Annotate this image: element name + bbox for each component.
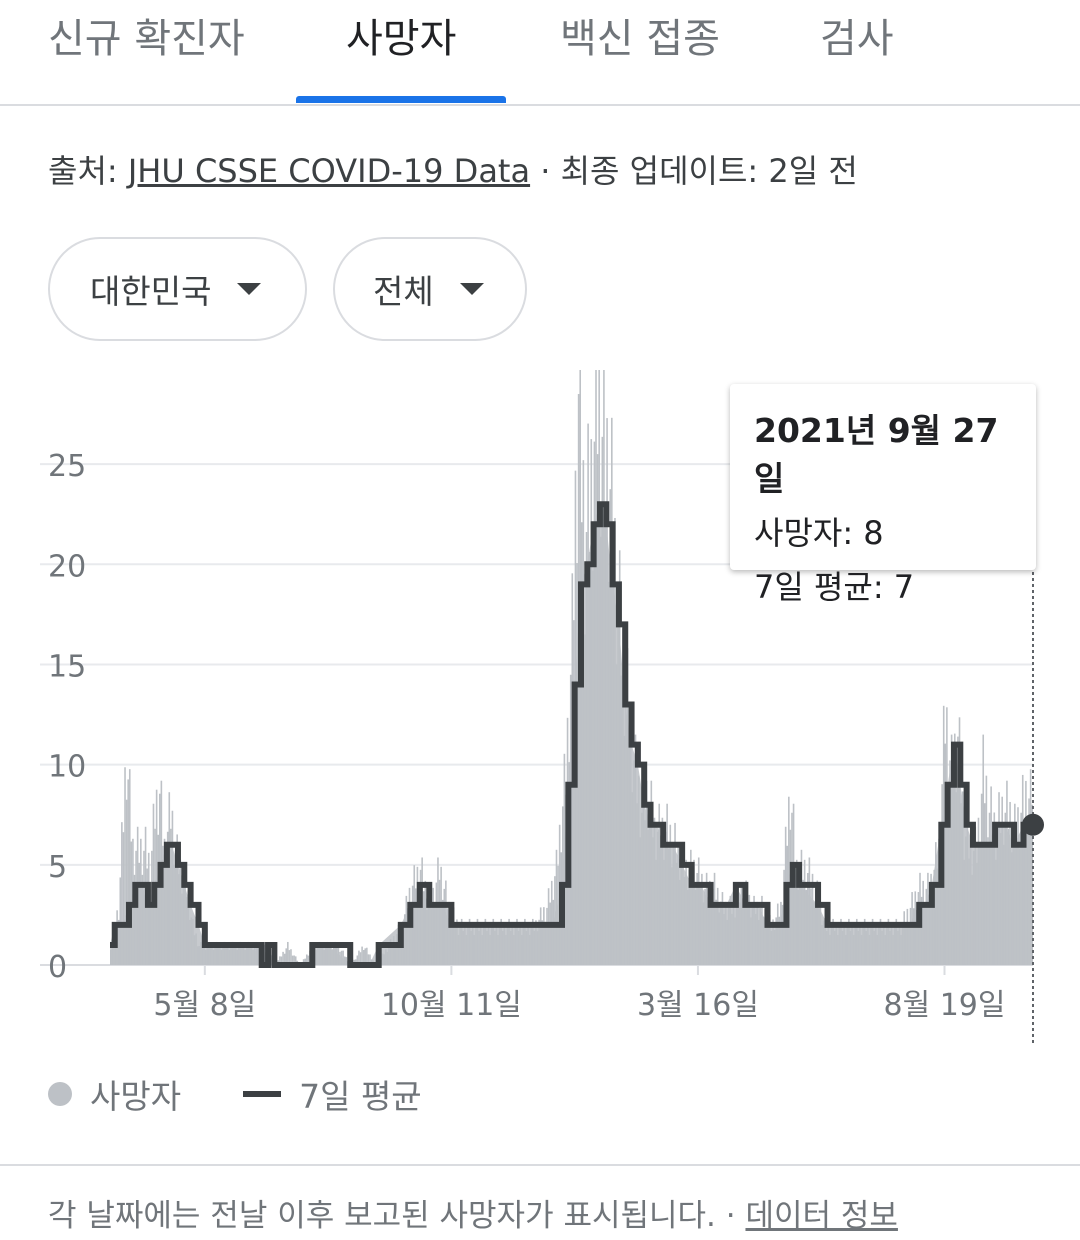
active-tab-indicator (296, 96, 506, 103)
footer-note: 각 날짜에는 전날 이후 보고된 사망자가 표시됩니다. · 데이터 정보 (48, 1190, 898, 1235)
hover-marker (1022, 813, 1044, 836)
x-tick-label: 10월 11일 (381, 988, 522, 1023)
chevron-down-icon (459, 283, 484, 295)
deaths-chart[interactable]: 0 5 10 15 20 25 5월 8일 10월 11일 3월 16일 8월 19일 (0, 370, 1080, 1060)
source-line: 출처: JHU CSSE COVID-19 Data · 최종 업데이트: 2일… (48, 146, 858, 192)
bar (366, 947, 368, 965)
bar (280, 956, 283, 965)
bar (555, 849, 558, 965)
bar (307, 955, 310, 965)
average-line (110, 501, 1033, 968)
tab-new-cases[interactable]: 신규 확진자 (48, 16, 245, 62)
bar (119, 877, 122, 965)
bar (369, 954, 371, 965)
tooltip-date: 2021년 9월 27일 (754, 411, 999, 498)
legend-deaths-label: 사망자 (90, 1077, 182, 1116)
bar (362, 949, 365, 965)
bar (290, 949, 292, 965)
bar (294, 956, 297, 965)
tab-vaccinations[interactable]: 백신 접종 (560, 16, 720, 62)
footer-text: 각 날짜에는 전날 이후 보고된 사망자가 표시됩니다. · (48, 1198, 746, 1234)
data-info-link[interactable]: 데이터 정보 (745, 1198, 898, 1234)
y-tick-label: 20 (48, 549, 86, 584)
bar (342, 950, 344, 965)
bar (291, 955, 294, 965)
x-tick-label: 5월 8일 (153, 988, 256, 1023)
region-dropdown[interactable]: 대한민국 (48, 237, 307, 341)
bar (283, 953, 286, 965)
bar (367, 954, 370, 965)
chart-legend: 사망자 7일 평균 (48, 1072, 422, 1116)
legend-deaths-marker (48, 1082, 72, 1106)
bar (293, 955, 295, 965)
y-tick-label: 10 (48, 750, 86, 785)
bar (127, 779, 129, 965)
legend-average-marker (243, 1091, 282, 1097)
bar (356, 955, 359, 965)
region-dropdown-label: 대한민국 (90, 272, 212, 311)
bar (287, 941, 289, 965)
x-tick-label: 8월 19일 (883, 988, 1005, 1023)
bar (279, 956, 281, 965)
source-link[interactable]: JHU CSSE COVID-19 Data (127, 152, 531, 190)
tooltip-deaths: 사망자: 8 (754, 514, 884, 552)
bars-area (110, 504, 1033, 965)
bar (122, 832, 125, 965)
tab-deaths[interactable]: 사망자 (346, 16, 457, 62)
bar (128, 769, 131, 965)
update-info: · 최종 업데이트: 2일 전 (530, 152, 858, 190)
scope-dropdown[interactable]: 전체 (333, 237, 527, 341)
bar (256, 947, 259, 965)
bar (305, 954, 308, 965)
y-tick-label: 15 (48, 649, 86, 684)
bar (359, 952, 362, 965)
bar (288, 950, 291, 965)
bar (304, 958, 306, 965)
bar (121, 822, 123, 965)
tooltip-average: 7일 평균: 7 (754, 568, 915, 606)
tab-tests[interactable]: 검사 (820, 16, 894, 62)
chart-tooltip: 2021년 9월 27일 사망자: 8 7일 평균: 7 (730, 384, 1036, 606)
bar (125, 799, 128, 965)
tab-bar: 신규 확진자 사망자 백신 접종 검사 (0, 0, 1080, 106)
x-tick-label: 3월 16일 (637, 988, 759, 1023)
bar (361, 946, 363, 965)
chevron-down-icon (237, 283, 262, 295)
bar (285, 948, 288, 965)
y-tick-label: 25 (48, 449, 86, 484)
bar (345, 957, 348, 965)
source-prefix: 출처: (48, 152, 128, 190)
y-tick-label: 0 (48, 950, 67, 985)
divider (0, 1164, 1080, 1166)
bar (282, 951, 284, 965)
legend-average-label: 7일 평균 (299, 1077, 422, 1116)
bar (364, 948, 367, 965)
bar (358, 950, 360, 965)
bar (124, 767, 126, 965)
y-tick-label: 5 (48, 850, 67, 885)
scope-dropdown-label: 전체 (373, 272, 434, 311)
